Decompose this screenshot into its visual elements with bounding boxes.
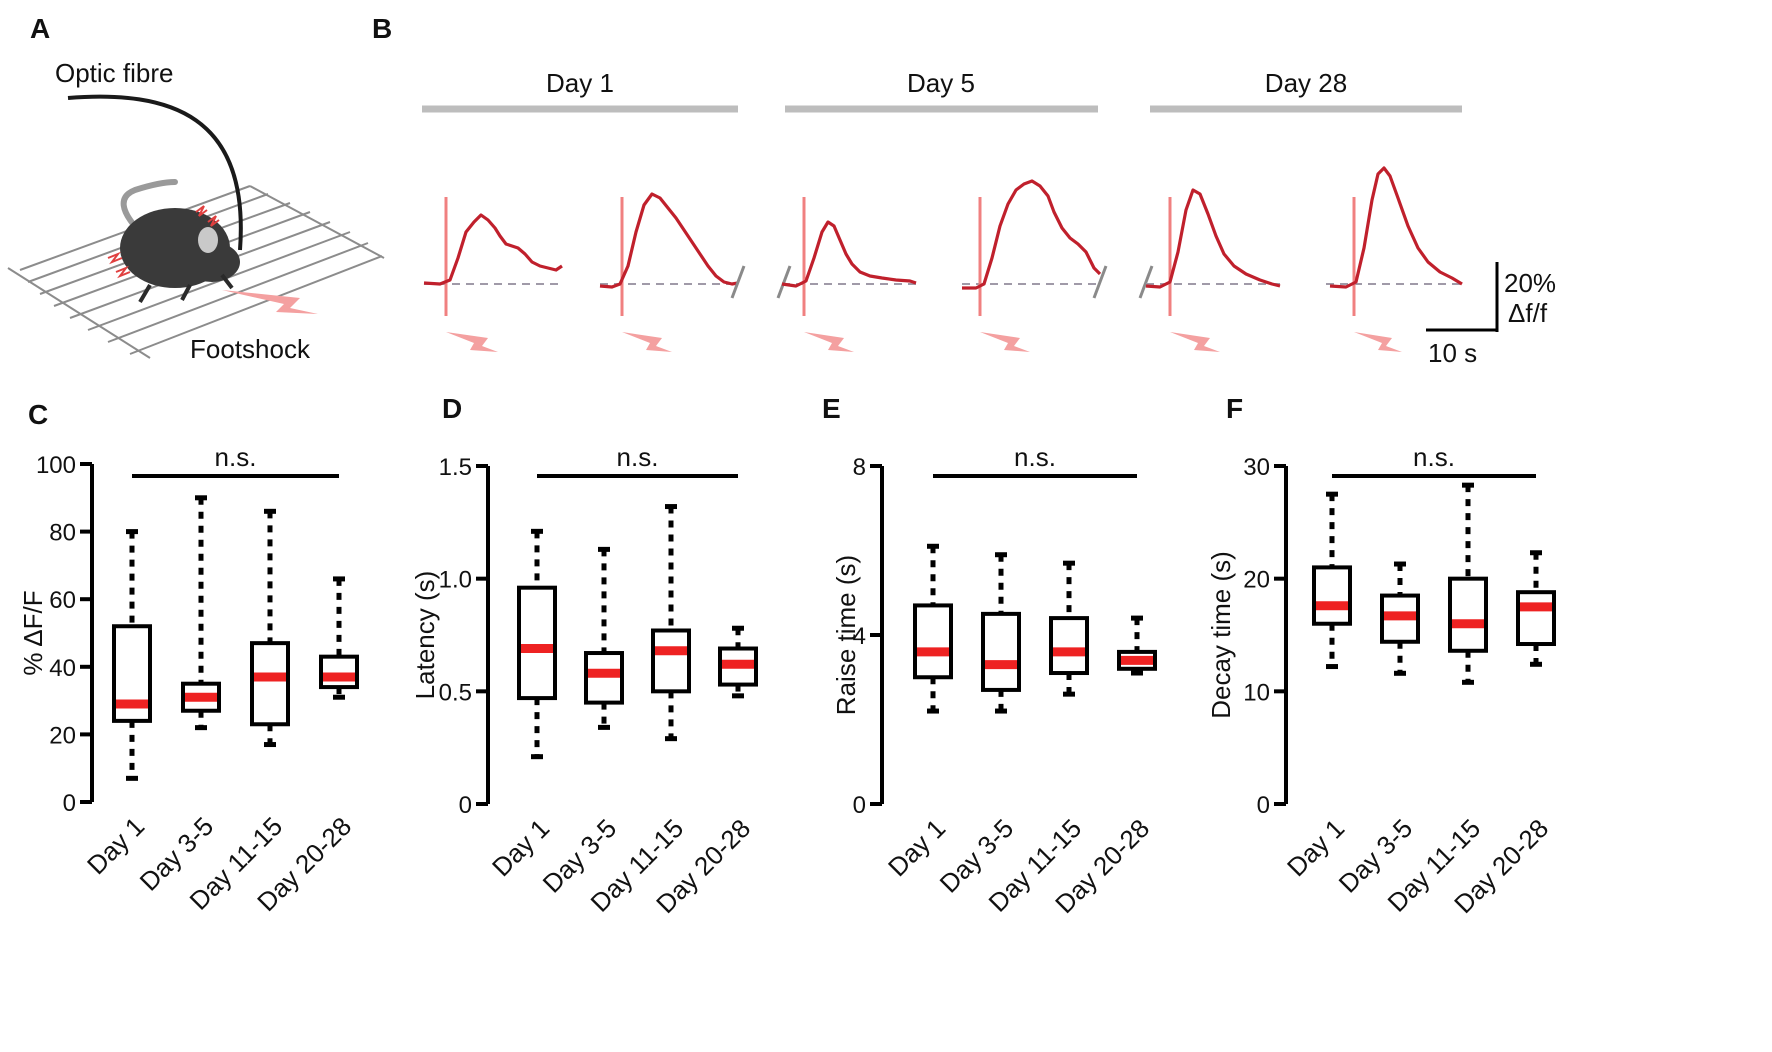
iqr-box <box>250 641 290 727</box>
y-axis-label: Decay time (s) <box>1206 551 1236 719</box>
iqr-box <box>913 603 953 680</box>
panel-b-traces: Day 1 Day 5 Day 28 <box>422 68 1556 368</box>
y-tick-label: 1.0 <box>439 567 472 594</box>
box-day-11-15 <box>1448 482 1488 685</box>
scale-x-value: 10 s <box>1428 338 1477 368</box>
y-tick-label: 100 <box>36 452 76 479</box>
trace-day5-a <box>776 197 917 352</box>
box-day-20-28 <box>1516 550 1556 667</box>
iqr-box <box>651 628 691 694</box>
trace-day28-a <box>1138 188 1281 352</box>
box-day-3-5 <box>1380 561 1420 676</box>
y-tick-label: 8 <box>853 454 866 481</box>
box-day-3-5 <box>181 495 221 731</box>
panel-label-b: B <box>372 13 392 44</box>
box-day-11-15 <box>250 508 290 748</box>
panel-label-c: C <box>28 399 48 430</box>
box-day-20-28 <box>1117 615 1157 676</box>
group-label-day5: Day 5 <box>907 68 975 98</box>
spark-icons <box>107 205 220 279</box>
y-tick-label: 20 <box>1243 567 1270 594</box>
box-day-3-5 <box>584 546 624 730</box>
y-tick-label: 4 <box>853 623 866 650</box>
mouse-tail-icon <box>120 179 178 235</box>
trace-day1-a <box>423 197 563 352</box>
iqr-box <box>1516 590 1556 647</box>
y-tick-label: 30 <box>1243 454 1270 481</box>
box-day-1 <box>517 528 557 760</box>
y-tick-label: 0.5 <box>439 679 472 706</box>
iqr-box <box>1312 565 1352 626</box>
y-tick-label: 1.5 <box>439 454 472 481</box>
iqr-box <box>718 646 758 687</box>
box-day-1 <box>1312 491 1352 670</box>
optic-fibre-cable <box>67 94 243 251</box>
iqr-box <box>112 624 152 723</box>
trace-day1-b <box>599 192 746 352</box>
significance-label: n.s. <box>215 442 257 472</box>
iqr-box <box>1448 576 1488 653</box>
y-tick-label: 0 <box>63 790 76 817</box>
y-tick-label: 0 <box>459 792 472 819</box>
y-axis-label: Raise time (s) <box>831 555 861 715</box>
box-day-3-5 <box>981 552 1021 714</box>
iqr-box <box>319 654 359 690</box>
y-tick-label: 0 <box>1257 792 1270 819</box>
box-day-20-28 <box>319 576 359 700</box>
trace-day5-b <box>962 179 1108 352</box>
y-tick-label: 80 <box>49 520 76 547</box>
box-day-11-15 <box>651 504 691 742</box>
trace-day28-b <box>1326 166 1464 352</box>
iqr-box <box>1380 593 1420 644</box>
significance-label: n.s. <box>617 442 659 472</box>
y-tick-label: 60 <box>49 587 76 614</box>
significance-label: n.s. <box>1413 442 1455 472</box>
iqr-box <box>1049 616 1089 676</box>
scale-bar: 20% Δf/f 10 s <box>1426 262 1556 368</box>
footshock-label: Footshock <box>190 334 311 364</box>
panel-a-illustration: Optic fibre Footshock <box>7 58 385 364</box>
y-tick-label: 10 <box>1243 679 1270 706</box>
scale-y-value: 20% <box>1504 268 1556 298</box>
box-day-11-15 <box>1049 560 1089 697</box>
optic-fibre-label: Optic fibre <box>55 58 174 88</box>
box-day-1 <box>112 529 152 781</box>
group-label-day28: Day 28 <box>1265 68 1347 98</box>
mouse-ear-icon <box>198 227 218 253</box>
box-day-1 <box>913 543 953 714</box>
iqr-box <box>181 681 221 713</box>
panel-label-f: F <box>1226 393 1243 424</box>
iqr-box <box>981 611 1021 692</box>
iqr-box <box>1117 649 1157 671</box>
box-day-20-28 <box>718 625 758 699</box>
panel-label-a: A <box>30 13 50 44</box>
panel-label-d: D <box>442 393 462 424</box>
scale-y-unit: Δf/f <box>1508 298 1548 328</box>
y-tick-label: 0 <box>853 792 866 819</box>
iqr-box <box>517 585 557 701</box>
y-axis-label: % ΔF/F <box>18 590 48 675</box>
panel-label-e: E <box>822 393 841 424</box>
significance-label: n.s. <box>1014 442 1056 472</box>
group-label-day1: Day 1 <box>546 68 614 98</box>
iqr-box <box>584 651 624 705</box>
y-tick-label: 40 <box>49 655 76 682</box>
y-tick-label: 20 <box>49 722 76 749</box>
y-axis-label: Latency (s) <box>410 571 440 700</box>
